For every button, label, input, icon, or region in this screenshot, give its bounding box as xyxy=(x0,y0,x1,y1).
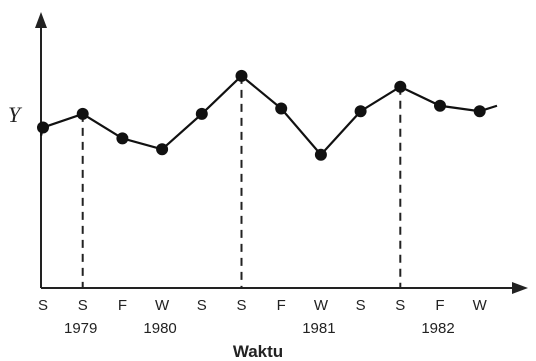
x-tick-label: S xyxy=(395,297,405,314)
x-tick-label: S xyxy=(38,297,48,314)
y-axis-arrowhead xyxy=(35,12,47,28)
x-tick-label: F xyxy=(277,297,286,314)
year-label: 1979 xyxy=(64,320,97,337)
x-axis-arrowhead xyxy=(512,282,528,294)
year-labels: 1979 1980 1981 1982 xyxy=(64,320,455,337)
data-point xyxy=(275,102,288,115)
series-line-group xyxy=(39,74,498,157)
data-point xyxy=(195,107,208,120)
x-tick-label: S xyxy=(197,297,207,314)
data-point xyxy=(156,143,169,156)
year-label: 1981 xyxy=(302,320,335,337)
year-label: 1982 xyxy=(421,320,454,337)
year-label: 1980 xyxy=(143,320,176,337)
x-tick-label: S xyxy=(356,297,366,314)
data-point xyxy=(434,99,446,112)
x-tick-label: S xyxy=(78,297,88,314)
x-tick-label: S xyxy=(236,297,246,314)
x-tick-label: F xyxy=(435,297,444,314)
data-point xyxy=(76,107,89,120)
data-point xyxy=(37,121,49,134)
dashed-drop-lines xyxy=(81,75,402,288)
x-tick-label: W xyxy=(155,297,170,314)
data-points xyxy=(37,69,486,161)
data-point xyxy=(394,80,407,93)
x-axis-title: Waktu xyxy=(233,342,283,361)
data-point xyxy=(235,69,248,82)
x-tick-label: W xyxy=(473,297,488,314)
data-point xyxy=(116,132,129,145)
data-point xyxy=(314,148,327,161)
y-axis-title: Y xyxy=(8,102,23,127)
data-point xyxy=(473,105,486,118)
data-point xyxy=(354,105,367,118)
series-line xyxy=(39,74,498,157)
x-tick-label: F xyxy=(118,297,127,314)
x-tick-label: W xyxy=(314,297,329,314)
